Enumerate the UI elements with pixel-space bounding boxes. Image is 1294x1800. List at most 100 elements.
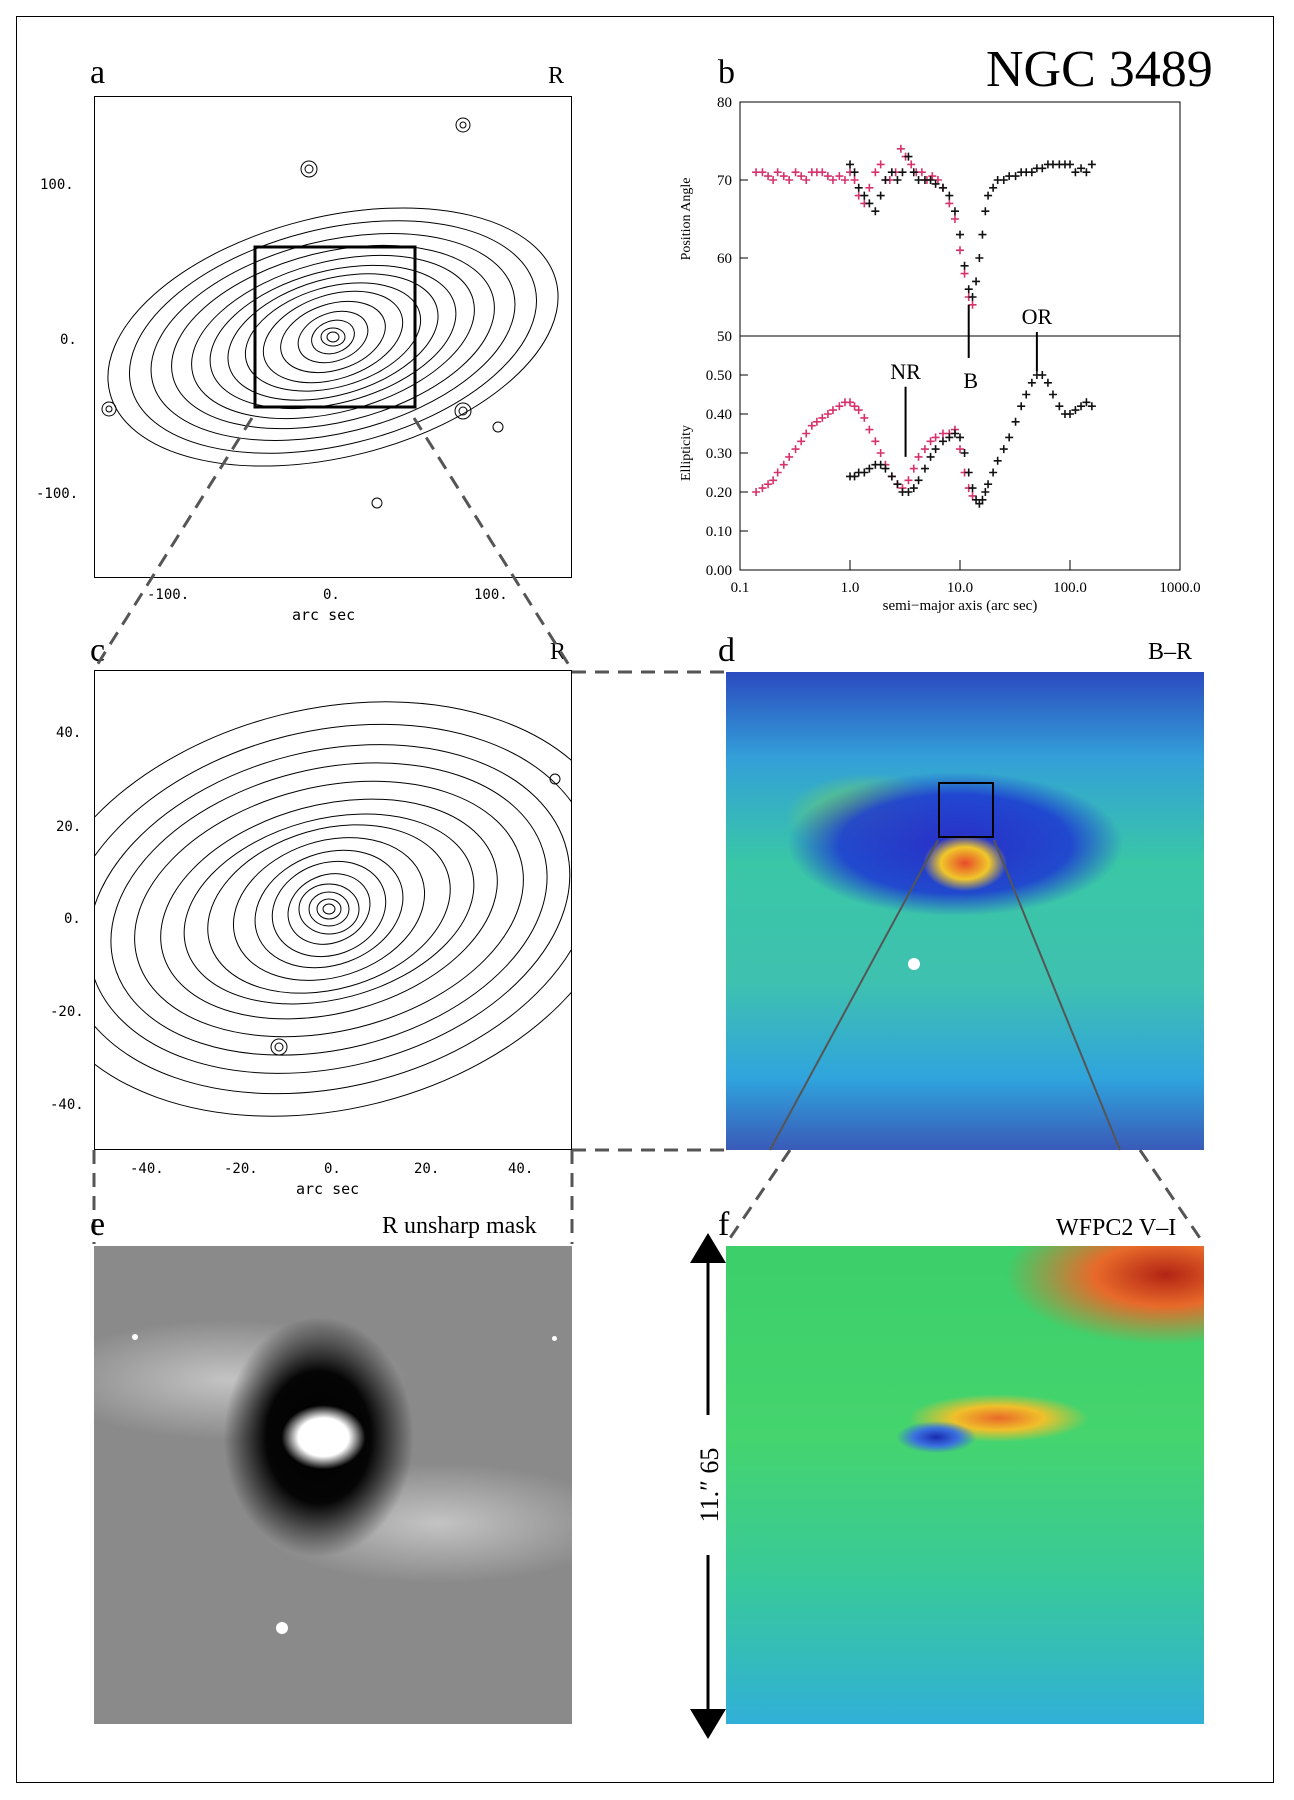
panel-b-ell-point	[758, 484, 767, 493]
panel-c-contours	[95, 701, 571, 1117]
panel-b-pa-point	[769, 176, 778, 184]
panel-b-pa-point	[907, 160, 916, 169]
panel-c-xtick: 0.	[324, 1161, 341, 1177]
panel-d-star	[908, 958, 920, 970]
panel-b-pa-point	[893, 176, 902, 184]
panel-b-ell-point	[865, 464, 874, 473]
figure-title: NGC 3489	[986, 41, 1213, 98]
panel-b-pa-point	[1011, 172, 1020, 181]
panel-b-pa-point	[968, 293, 977, 301]
panel-b-bottom-ylabel: Ellipticity	[679, 425, 694, 481]
panel-b-chart: 80 70 60 50 0.50 0.40 0.30 0.20 0.10 0.000.1 1.0 10…	[679, 95, 1201, 614]
panel-b-ell-point	[791, 445, 800, 454]
panel-e-star	[132, 1334, 138, 1340]
panel-b-pa-point	[972, 277, 981, 286]
panel-b-ell-point	[779, 460, 788, 469]
panel-b-pa-point	[928, 172, 937, 181]
panel-b-pa-point	[904, 152, 913, 161]
panel-c-xtick: 40.	[508, 1161, 534, 1177]
panel-b-pa-point	[828, 176, 837, 184]
panel-b-top-ytick: 70	[717, 173, 732, 189]
panel-a-ytick: -100.	[36, 486, 79, 502]
panel-b-ell-point	[920, 445, 929, 454]
panel-b-top-ytick: 50	[717, 329, 732, 345]
panel-d-zoom-box	[938, 782, 994, 838]
panel-b-ell-point	[1022, 390, 1031, 399]
panel-b-pa-point	[945, 199, 954, 208]
panel-b-ell-point	[807, 421, 816, 430]
panel-c-letter: c	[90, 632, 106, 669]
panel-b-ell-point	[802, 429, 811, 438]
panel-b-top-ylabel: Position Angle	[679, 178, 694, 261]
panel-b-pa-point	[975, 254, 984, 262]
panel-b-ell-point	[1005, 433, 1014, 442]
panel-b-ell-point	[1038, 371, 1047, 379]
panel-b-ell-point	[1027, 378, 1036, 387]
panel-a-ytick: 0.	[60, 332, 77, 348]
panel-b-pa-point	[984, 191, 993, 200]
panel-b-ell-point	[887, 472, 896, 481]
panel-b-ell-point	[850, 402, 859, 411]
panel-b-pa-point	[850, 168, 859, 177]
panel-b-bottom-ytick: 0.30	[706, 446, 732, 462]
panel-b-ell-point	[956, 433, 964, 442]
panel-b-pa-point	[1082, 168, 1091, 177]
panel-b-ell-point	[818, 413, 827, 422]
panel-f-color-map	[726, 1246, 1204, 1724]
panel-b-ell-point	[881, 464, 890, 473]
panel-b-ell-point	[1087, 402, 1096, 411]
panel-a-contour-plot	[94, 96, 572, 578]
panel-e-band: R unsharp mask	[382, 1213, 537, 1239]
panel-b-pa-point	[956, 246, 964, 255]
panel-b-pa-point	[846, 160, 854, 169]
panel-b-pa-point	[797, 172, 806, 181]
panel-b-xtick: 1000.0	[1159, 580, 1200, 596]
panel-b-ell-point	[752, 488, 761, 496]
panel-d-color-map	[726, 672, 1204, 1150]
panel-b-ell-point	[956, 445, 964, 454]
panel-a-letter: a	[90, 54, 106, 91]
panel-b-pa-point	[960, 261, 969, 270]
panel-d-band: B–R	[1148, 639, 1193, 665]
panel-b-ell-point	[920, 464, 929, 473]
panel-a-xtick: -100.	[147, 587, 190, 603]
panel-b-ell-point	[1071, 406, 1080, 415]
panel-b-ell-point	[904, 476, 913, 485]
panel-b-pa-point	[860, 191, 869, 200]
panel-b-xtick: 1.0	[841, 580, 860, 596]
panel-c-ytick: 20.	[56, 819, 82, 835]
panel-c-contour-plot	[94, 670, 572, 1150]
panel-f-letter: f	[718, 1206, 730, 1243]
panel-b-ell-point	[1082, 398, 1091, 407]
panel-b-pa-point	[896, 144, 905, 153]
panel-b-bottom-ytick: 0.50	[706, 368, 732, 384]
panel-b-top-ytick: 60	[717, 251, 732, 267]
panel-c-xtick: -40.	[130, 1161, 164, 1177]
panel-b-pa-point	[779, 172, 788, 181]
panel-a-xlabel: arc sec	[292, 606, 356, 624]
panel-c-ytick: 0.	[64, 911, 81, 927]
panel-c-xtick: 20.	[414, 1161, 440, 1177]
panel-b-pa-point	[999, 176, 1008, 184]
panel-b-ell-point	[871, 437, 880, 446]
panel-b-ell-point	[999, 445, 1008, 454]
panel-b-pa-point	[945, 191, 954, 200]
panel-c-ytick: -20.	[50, 1004, 84, 1020]
panel-b-ell-point	[904, 488, 913, 496]
panel-b-ell-point	[960, 449, 969, 457]
panel-b-pa-point	[950, 215, 959, 223]
panel-b-pa-point	[926, 176, 935, 184]
panel-b-xlabel: semi−major axis (arc sec)	[883, 598, 1038, 614]
panel-b-ell-point	[914, 476, 923, 485]
panel-b-ell-point	[909, 464, 918, 473]
panel-b-ell-point	[1043, 378, 1052, 387]
panel-b-ell-point	[914, 452, 923, 461]
panel-e-star	[276, 1622, 288, 1634]
figure-frame	[16, 16, 1274, 1783]
panel-b-pa-point	[840, 176, 849, 184]
panel-b-pa-point	[956, 230, 964, 239]
panel-b-pa-point	[791, 168, 800, 177]
panel-b-pa-point	[785, 176, 794, 184]
panel-c-xlabel: arc sec	[296, 1180, 360, 1198]
panel-b-pa-point	[1071, 168, 1080, 177]
